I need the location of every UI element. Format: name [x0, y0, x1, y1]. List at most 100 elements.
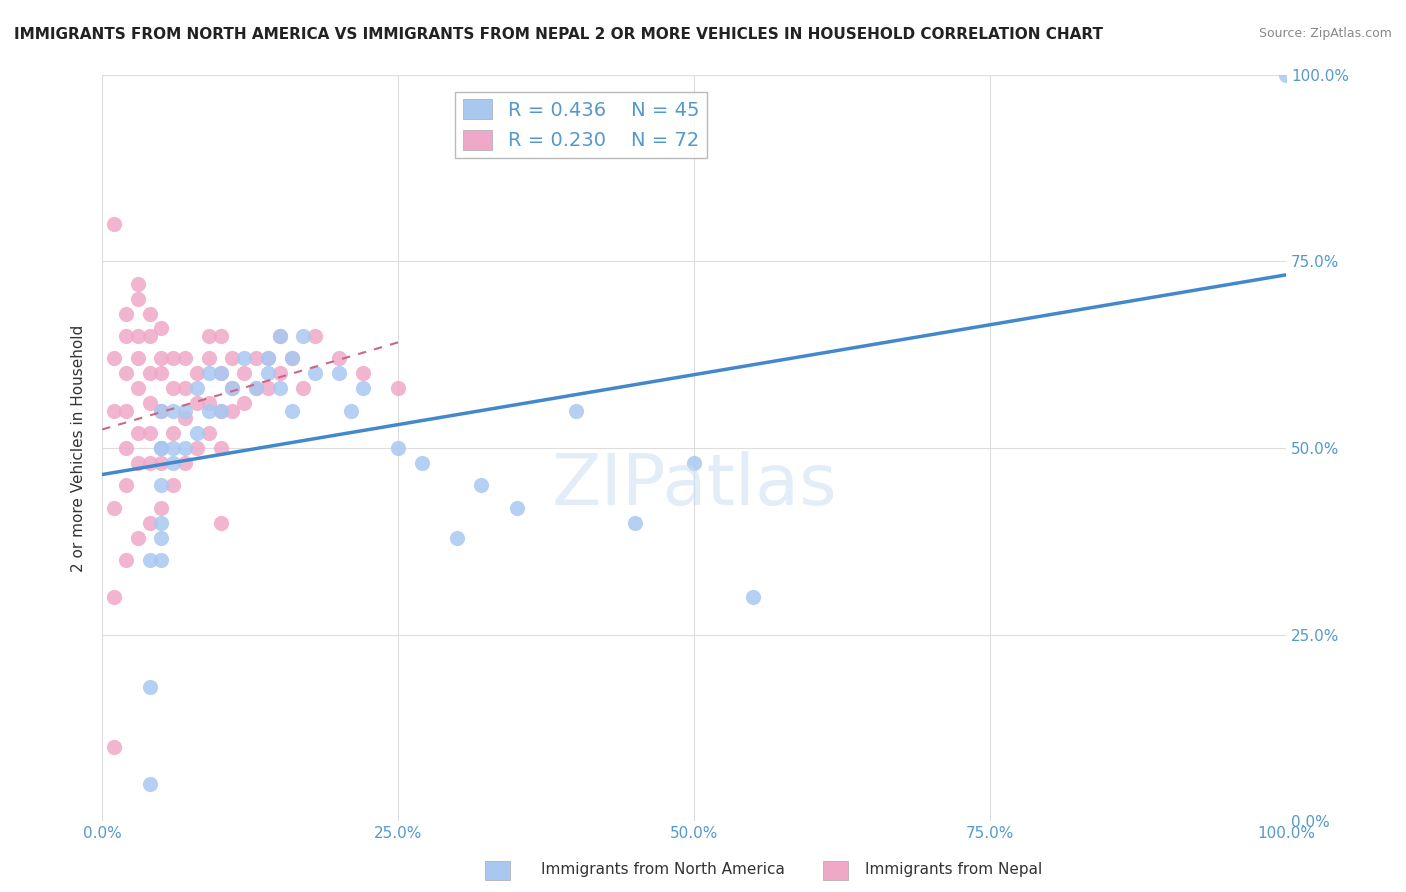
Point [162, 351, 184, 366]
Point [221, 381, 243, 395]
Point [209, 329, 232, 343]
Point [209, 403, 232, 417]
Point [387, 381, 409, 395]
Point [138, 456, 160, 470]
Point [233, 351, 256, 366]
Point [174, 411, 197, 425]
Point [209, 366, 232, 380]
Y-axis label: 2 or more Vehicles in Household: 2 or more Vehicles in Household [72, 325, 86, 572]
Legend: R = 0.436    N = 45, R = 0.230    N = 72: R = 0.436 N = 45, R = 0.230 N = 72 [456, 92, 707, 158]
Point [292, 329, 315, 343]
Point [174, 403, 197, 417]
Point [115, 329, 138, 343]
Point [150, 531, 173, 545]
Point [103, 500, 125, 515]
Point [115, 478, 138, 492]
Point [328, 351, 350, 366]
Point [103, 403, 125, 417]
Point [304, 329, 326, 343]
Point [352, 366, 374, 380]
Point [150, 441, 173, 455]
Point [269, 329, 291, 343]
Point [209, 403, 232, 417]
Point [197, 351, 219, 366]
Point [197, 396, 219, 410]
Point [470, 478, 492, 492]
Point [138, 680, 160, 694]
Point [174, 381, 197, 395]
Point [150, 441, 173, 455]
Point [742, 591, 765, 605]
Point [269, 366, 291, 380]
Point [127, 351, 149, 366]
Point [257, 351, 280, 366]
Point [683, 456, 706, 470]
Point [186, 396, 208, 410]
Point [197, 425, 219, 440]
Point [150, 500, 173, 515]
Point [103, 739, 125, 754]
Point [174, 441, 197, 455]
Point [150, 478, 173, 492]
Point [162, 456, 184, 470]
Point [150, 403, 173, 417]
Point [197, 366, 219, 380]
Point [174, 351, 197, 366]
Point [221, 403, 243, 417]
Point [197, 329, 219, 343]
Point [352, 381, 374, 395]
Point [340, 403, 363, 417]
Text: Source: ZipAtlas.com: Source: ZipAtlas.com [1258, 27, 1392, 40]
Point [127, 329, 149, 343]
Point [328, 366, 350, 380]
Point [115, 307, 138, 321]
Point [624, 516, 647, 530]
Point [150, 366, 173, 380]
Point [115, 403, 138, 417]
Point [257, 381, 280, 395]
Point [446, 531, 468, 545]
Text: Immigrants from Nepal: Immigrants from Nepal [865, 863, 1042, 877]
Point [411, 456, 433, 470]
Point [138, 516, 160, 530]
Point [280, 403, 302, 417]
Point [127, 292, 149, 306]
Point [209, 366, 232, 380]
Point [245, 351, 267, 366]
Point [186, 381, 208, 395]
Point [245, 381, 267, 395]
Point [115, 366, 138, 380]
Point [292, 381, 315, 395]
Text: IMMIGRANTS FROM NORTH AMERICA VS IMMIGRANTS FROM NEPAL 2 OR MORE VEHICLES IN HOU: IMMIGRANTS FROM NORTH AMERICA VS IMMIGRA… [14, 27, 1104, 42]
Point [304, 366, 326, 380]
Point [221, 351, 243, 366]
Point [138, 425, 160, 440]
Point [162, 381, 184, 395]
Point [1275, 68, 1298, 82]
Point [162, 403, 184, 417]
Point [186, 366, 208, 380]
Point [138, 553, 160, 567]
Point [150, 553, 173, 567]
Point [257, 351, 280, 366]
Point [127, 456, 149, 470]
Point [150, 321, 173, 335]
Point [162, 478, 184, 492]
Point [186, 425, 208, 440]
Point [138, 329, 160, 343]
Point [138, 777, 160, 791]
Point [103, 351, 125, 366]
Point [269, 329, 291, 343]
Point [233, 366, 256, 380]
Point [127, 531, 149, 545]
Point [115, 553, 138, 567]
Point [162, 441, 184, 455]
Point [221, 381, 243, 395]
Point [269, 381, 291, 395]
Point [280, 351, 302, 366]
Point [127, 425, 149, 440]
Point [162, 425, 184, 440]
Point [174, 456, 197, 470]
Text: Immigrants from North America: Immigrants from North America [541, 863, 785, 877]
Point [564, 403, 586, 417]
